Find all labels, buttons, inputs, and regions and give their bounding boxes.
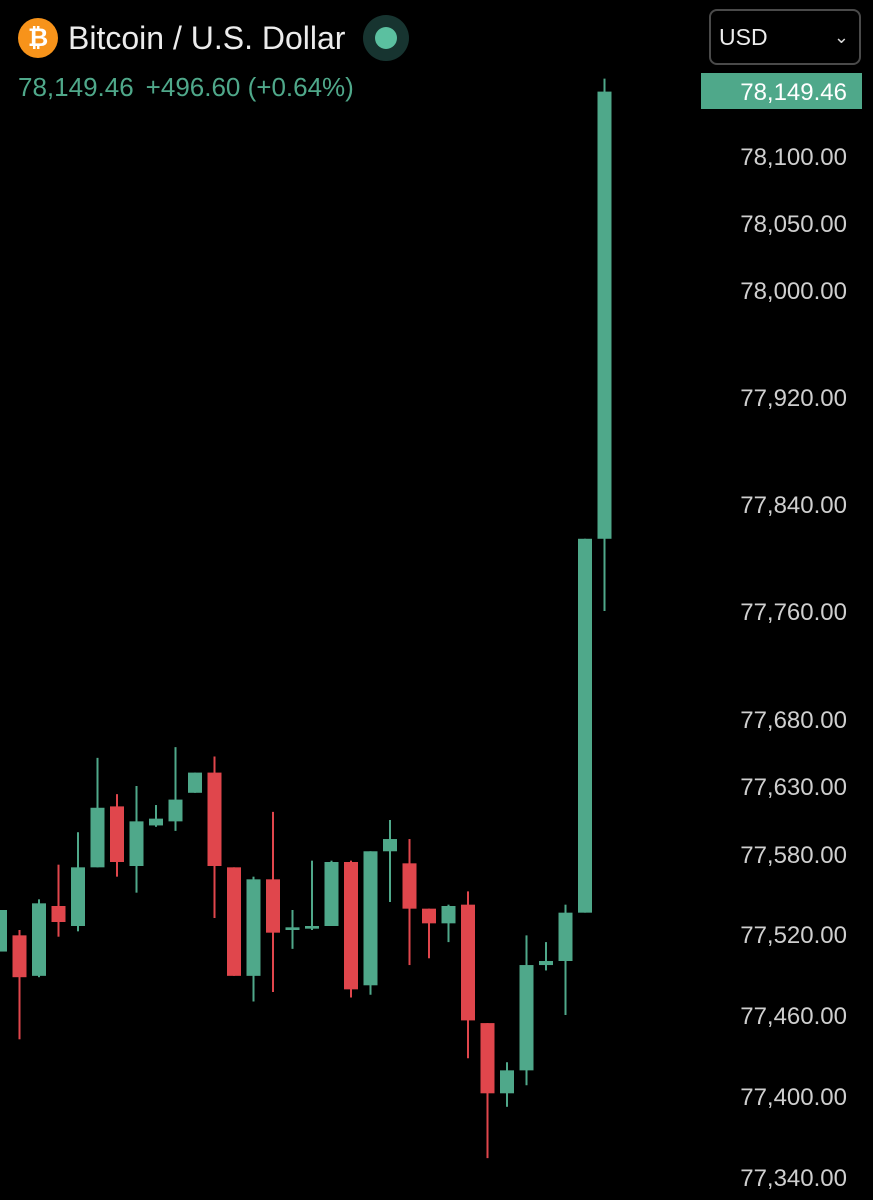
y-tick-label: 77,920.00 — [740, 385, 847, 412]
last-price-label: 78,149.46 — [740, 79, 847, 106]
y-tick-label: 77,520.00 — [740, 922, 847, 949]
candle-up — [71, 867, 85, 926]
chevron-down-icon: ⌄ — [833, 26, 849, 47]
last-price-badge — [701, 73, 862, 109]
candle-up — [129, 821, 144, 866]
current-price: 78,149.46 — [18, 72, 134, 102]
y-tick-label: 78,100.00 — [740, 144, 847, 171]
candle-up — [441, 906, 456, 924]
candle-down — [480, 1023, 495, 1094]
candle-up — [363, 851, 378, 986]
candle-up — [539, 961, 553, 966]
candle-up — [500, 1070, 514, 1094]
candle-down — [422, 908, 436, 924]
candle-down — [266, 879, 280, 933]
candle-up — [168, 799, 183, 822]
candle-up — [32, 903, 46, 976]
price-axis: 78,100.00 78,050.00 78,000.00 77,920.00 77,8… — [701, 73, 862, 1192]
candle-up — [519, 965, 534, 1071]
candle-up — [383, 839, 397, 852]
bitcoin-logo-icon: ₿ — [18, 18, 58, 58]
candle-up — [188, 772, 202, 793]
candle-up — [558, 912, 573, 961]
y-tick-label: 77,680.00 — [740, 707, 847, 734]
y-tick-label: 78,000.00 — [740, 278, 847, 305]
candle-down — [461, 904, 475, 1021]
candle-up — [305, 926, 319, 929]
y-tick-label: 77,340.00 — [740, 1165, 847, 1192]
candles — [0, 78, 612, 1159]
y-tick-label: 77,460.00 — [740, 1003, 847, 1030]
candle-down — [110, 806, 124, 862]
market-live-indicator-icon — [363, 15, 410, 61]
candle-down — [51, 906, 66, 922]
chart-header: ₿ Bitcoin / U.S. Dollar — [18, 15, 410, 61]
candle-down — [207, 772, 222, 866]
candle-up — [90, 807, 105, 868]
candle-up — [285, 927, 300, 930]
candle-down — [402, 863, 417, 909]
candle-down — [344, 862, 358, 990]
currency-value: USD — [719, 23, 768, 50]
y-tick-label: 77,840.00 — [740, 492, 847, 519]
y-tick-label: 77,760.00 — [740, 599, 847, 626]
y-tick-label: 77,630.00 — [740, 774, 847, 801]
candle-up — [324, 862, 339, 926]
y-tick-label: 78,050.00 — [740, 211, 847, 238]
y-tick-label: 77,400.00 — [740, 1084, 847, 1111]
candle-up — [246, 879, 261, 976]
candle-down — [12, 935, 27, 978]
candle-down — [227, 867, 241, 976]
candle-up — [597, 91, 612, 539]
symbol-title[interactable]: Bitcoin / U.S. Dollar — [68, 19, 346, 56]
candle-up — [0, 910, 7, 952]
currency-select[interactable]: USD ⌄ — [709, 9, 861, 65]
candle-up — [149, 818, 163, 826]
candle-up — [578, 538, 592, 913]
price-quote: 78,149.46 +496.60 (+0.64%) — [18, 72, 354, 103]
price-change: +496.60 (+0.64%) — [145, 72, 354, 102]
y-tick-label: 77,580.00 — [740, 842, 847, 869]
